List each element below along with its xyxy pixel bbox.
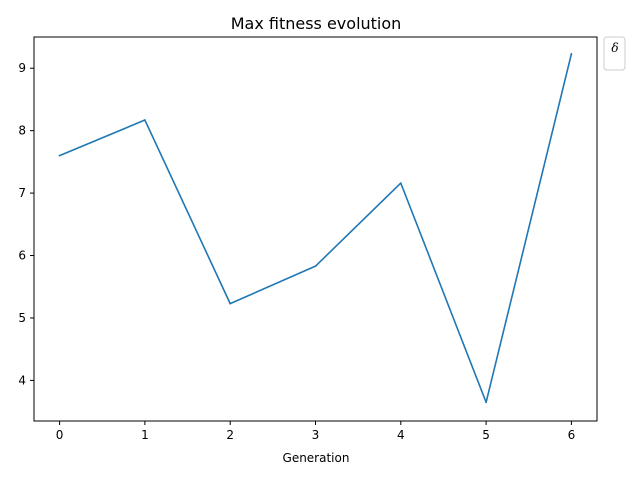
y-tick-label: 6 [18,249,26,263]
x-axis-ticks: 0 1 2 3 4 5 6 [56,421,575,442]
chart-title: Max fitness evolution [231,14,402,33]
x-tick-label: 6 [568,428,576,442]
x-tick-label: 0 [56,428,64,442]
data-point [570,52,573,55]
legend-entry-label: δ [611,41,618,55]
series-layer [58,52,573,404]
y-tick-label: 8 [18,124,26,138]
data-point [58,154,61,157]
series-line [59,53,573,404]
data-point [314,265,317,268]
y-tick-label: 5 [18,311,26,325]
y-tick-label: 9 [18,61,26,75]
x-tick-label: 5 [482,428,490,442]
x-tick-label: 1 [141,428,149,442]
data-point [143,119,146,121]
y-tick-label: 7 [18,186,26,200]
x-tick-label: 2 [226,428,234,442]
x-tick-label: 3 [312,428,320,442]
legend: δ [603,36,626,71]
x-tick-label: 4 [397,428,405,442]
legend-box [603,36,626,71]
data-point [229,302,232,305]
data-point [485,401,488,404]
x-axis-label: Generation [283,451,350,465]
y-tick-label: 4 [18,373,26,387]
plot-area-frame [33,36,598,422]
y-axis-ticks: 4 5 6 7 8 9 [18,61,34,387]
data-point [399,182,402,185]
